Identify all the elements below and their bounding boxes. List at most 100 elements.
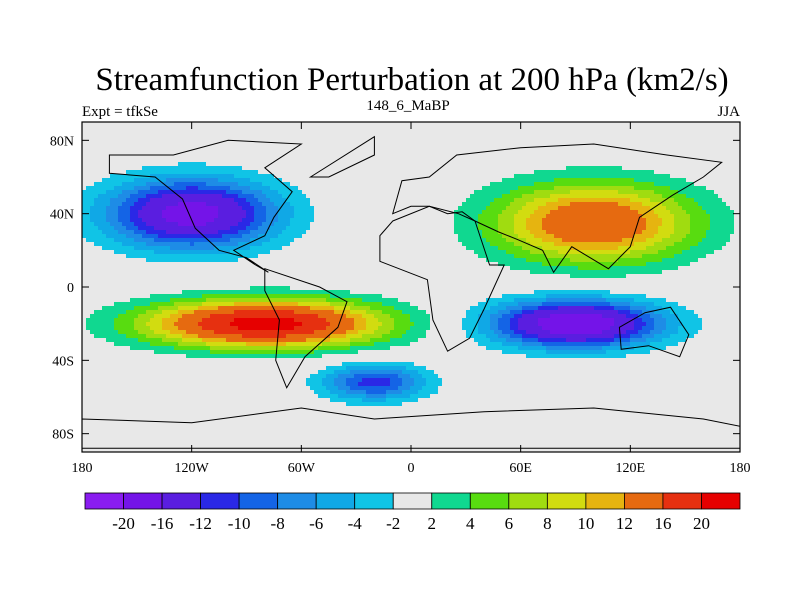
field-cell [94,242,122,246]
colorbar-label: -12 [189,514,212,533]
field-cell [338,386,350,390]
field-cell [394,326,410,330]
field-cell [550,194,638,198]
field-cell [502,342,522,346]
field-cell [134,246,170,250]
field-cell [662,202,678,206]
field-cell [510,190,534,194]
field-cell [298,302,330,306]
field-cell [482,230,498,234]
field-cell [134,306,158,310]
field-cell [150,326,162,330]
field-cell [198,334,242,338]
field-cell [98,226,114,230]
field-cell [486,334,498,338]
field-cell [94,310,126,314]
field-cell [422,386,438,390]
field-cell [138,226,154,230]
field-cell [546,254,642,258]
field-cell [654,190,678,194]
colorbar-box [662,492,702,510]
field-cell [186,186,198,190]
field-cell [510,318,518,322]
field-cell [542,302,610,306]
field-cell [206,298,326,302]
field-cell [110,198,126,202]
colorbar-label: 16 [654,514,671,533]
field-cell [158,306,178,310]
field-cell [138,210,162,214]
field-cell [426,378,442,382]
field-cell [518,234,534,238]
field-cell [466,330,478,334]
field-cell [146,230,166,234]
field-cell [246,342,286,346]
field-cell [522,314,550,318]
field-cell [530,214,546,218]
field-cell [562,238,622,242]
field-cell [122,222,134,226]
field-cell [542,222,646,226]
field-cell [146,182,174,186]
field-cell [498,222,514,226]
field-cell [566,338,586,342]
field-cell [150,302,174,306]
field-cell [334,310,350,314]
field-cell [538,322,614,326]
field-cell [406,330,426,334]
field-cell [326,374,338,378]
field-cell [558,306,594,310]
field-cell [390,314,410,318]
field-cell [290,218,314,222]
field-cell [658,214,674,218]
field-cell [218,178,250,182]
field-cell [286,342,322,346]
x-tick-label: 180 [730,461,751,476]
field-cell [114,342,150,346]
field-cell [486,206,506,210]
field-cell [222,194,238,198]
colorbar-box [624,492,664,510]
field-cell [498,230,514,234]
field-cell [90,314,118,318]
field-cell [514,226,526,230]
field-cell [178,202,206,206]
y-tick-label: 80S [52,428,74,443]
field-cell [478,214,498,218]
field-cell [230,226,246,230]
field-cell [642,202,662,206]
colorbar-box [123,492,163,510]
field-cell [474,338,490,342]
field-cell [210,350,314,354]
field-cell [686,234,706,238]
field-cell [662,330,678,334]
field-cell [478,218,498,222]
field-cell [82,226,98,230]
colorbar-box [546,492,587,510]
field-cell [334,382,346,386]
field-cell [626,314,638,318]
field-cell [418,390,438,394]
field-cell [466,246,498,250]
field-cell [342,362,414,366]
field-cell [146,310,162,314]
field-cell [506,238,526,242]
field-cell [522,310,534,314]
field-cell [338,394,366,398]
field-cell [82,210,90,214]
y-tick-label: 0 [67,281,74,296]
field-cell [678,202,698,206]
field-cell [382,302,410,306]
field-cell [362,378,390,382]
field-cell [490,242,514,246]
field-cell [146,334,166,338]
field-cell [514,298,546,302]
field-cell [134,230,146,234]
field-cell [310,386,326,390]
field-cell [454,210,482,214]
field-cell [294,318,326,322]
field-cell [490,318,498,322]
field-cell [546,202,570,206]
field-cell [534,310,618,314]
field-cell [638,210,654,214]
